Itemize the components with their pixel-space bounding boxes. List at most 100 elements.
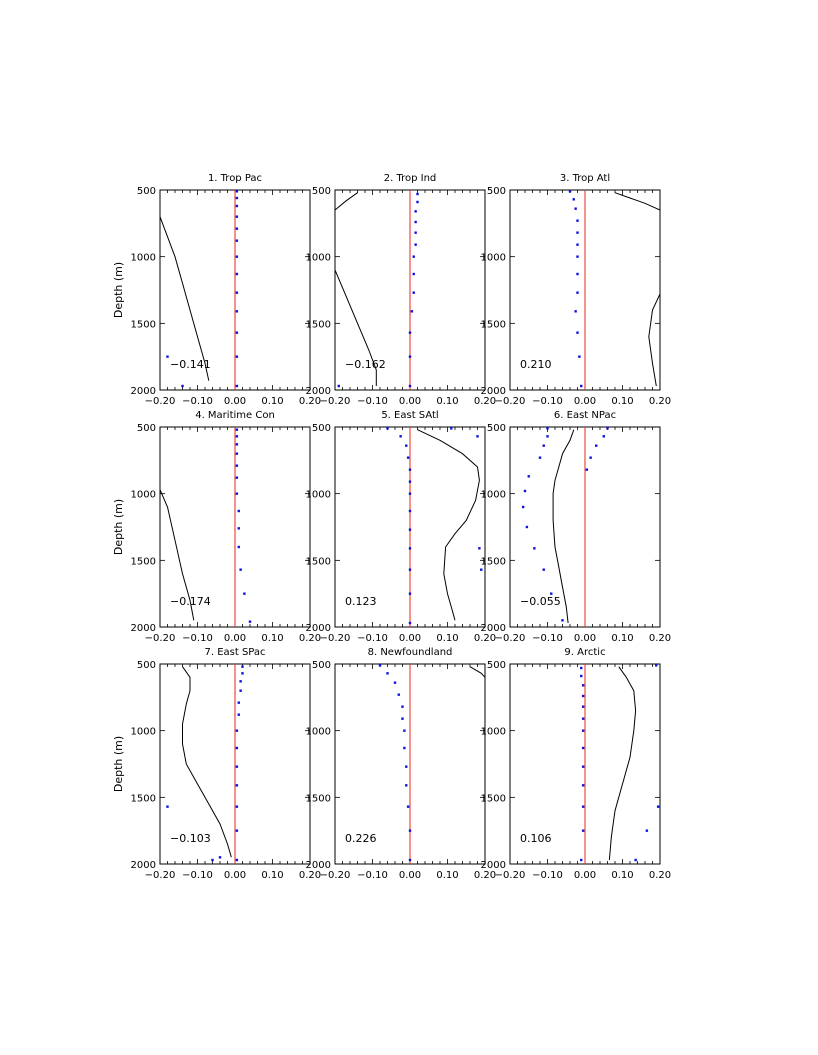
panel-data (166, 664, 244, 864)
data-point (235, 858, 239, 862)
data-point (546, 435, 549, 438)
panel-title: 2. Trop Ind (384, 173, 437, 184)
data-point (645, 829, 649, 832)
data-point (574, 310, 577, 313)
data-point (580, 666, 583, 670)
x-tick-label: 0.00 (224, 633, 246, 644)
data-point (527, 475, 530, 478)
data-point (235, 428, 239, 431)
x-tick-label: 0.10 (611, 633, 633, 644)
profile-line (469, 666, 485, 678)
y-tick-label: 1000 (306, 727, 331, 738)
data-point (585, 468, 589, 471)
y-tick-label: 500 (312, 660, 331, 671)
panel-data (521, 427, 609, 627)
data-point (235, 464, 239, 467)
data-point (408, 829, 412, 832)
y-tick-label: 2000 (481, 386, 506, 397)
data-point (602, 435, 605, 438)
x-tick-label: 0.10 (261, 396, 283, 407)
data-point (408, 492, 412, 495)
data-point (235, 384, 239, 388)
data-point (408, 858, 412, 862)
x-tick-label: 0.10 (436, 633, 458, 644)
data-point (538, 456, 542, 459)
data-point (405, 765, 408, 768)
panel-title: 3. Trop Atl (560, 173, 610, 184)
data-point (408, 468, 412, 471)
y-tick-label: 1500 (481, 556, 506, 567)
data-point (235, 476, 239, 479)
y-tick-label: 1000 (481, 490, 506, 501)
x-tick-label: −0.20 (145, 870, 176, 881)
data-point (235, 443, 239, 446)
data-point (576, 231, 579, 234)
profile-line (608, 666, 637, 861)
data-point (166, 805, 169, 808)
data-point (406, 805, 410, 808)
x-tick-label: 0.00 (574, 633, 596, 644)
data-point (408, 384, 412, 388)
panel-title: 4. Maritime Con (195, 410, 275, 421)
data-point (412, 255, 415, 258)
x-tick-label: 0.20 (649, 870, 671, 881)
data-point (239, 680, 242, 683)
data-point (414, 243, 417, 246)
data-point (166, 355, 169, 358)
data-point (574, 207, 577, 210)
panel-data (160, 427, 252, 627)
data-point (241, 665, 244, 668)
data-point (235, 215, 239, 218)
data-point (393, 681, 397, 684)
data-point (235, 190, 239, 193)
data-point (399, 435, 402, 438)
data-point (578, 355, 581, 358)
data-point (241, 672, 244, 675)
y-tick-label: 1500 (306, 556, 331, 567)
x-tick-label: −0.10 (532, 633, 563, 644)
data-point (235, 805, 239, 808)
data-point (235, 204, 239, 208)
profile-line (335, 192, 377, 386)
data-point (581, 729, 585, 732)
data-point (581, 765, 585, 768)
data-point (181, 384, 184, 388)
y-axis-label: Depth (m) (112, 262, 125, 318)
y-tick-label: 2000 (131, 623, 156, 634)
x-tick-label: 0.20 (474, 633, 496, 644)
panel-data (580, 664, 660, 864)
data-point (235, 227, 239, 230)
data-point (397, 693, 400, 696)
y-tick-label: 1000 (481, 727, 506, 738)
x-tick-label: 0.20 (299, 870, 321, 881)
data-point (572, 198, 575, 201)
data-point (406, 456, 410, 459)
profile-line (160, 489, 195, 621)
data-point (386, 672, 389, 675)
panel-annotation: 0.106 (520, 832, 552, 845)
y-tick-label: 500 (487, 660, 506, 671)
data-point (235, 729, 239, 732)
data-point (450, 427, 453, 430)
data-point (237, 509, 240, 513)
y-tick-label: 1000 (481, 253, 506, 264)
y-tick-label: 2000 (131, 860, 156, 871)
data-point (523, 489, 527, 493)
data-point (576, 219, 579, 222)
data-point (414, 231, 417, 234)
panel-title: 8. Newfoundland (368, 647, 453, 658)
data-point (561, 619, 564, 622)
x-tick-label: 0.10 (611, 870, 633, 881)
profile-line (614, 192, 660, 387)
data-point (235, 239, 239, 242)
y-tick-label: 500 (137, 186, 156, 197)
y-tick-label: 500 (487, 186, 506, 197)
x-tick-label: −0.20 (495, 396, 526, 407)
panel-annotation: −0.141 (170, 358, 211, 371)
data-point (576, 291, 579, 294)
data-point (581, 829, 585, 832)
data-point (337, 384, 340, 388)
y-tick-label: 2000 (306, 623, 331, 634)
panel-data (386, 427, 483, 627)
data-point (580, 858, 583, 862)
